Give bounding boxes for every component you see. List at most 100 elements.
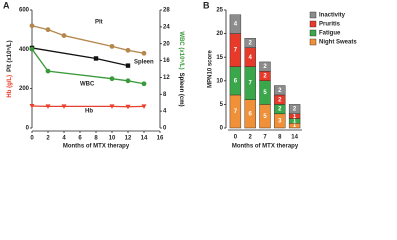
series-label: Spleen: [134, 60, 154, 66]
series-line: [31, 105, 145, 108]
value-label: 2: [263, 74, 267, 80]
y2-tick-label: 20: [163, 41, 170, 47]
value-label: 5: [263, 90, 267, 96]
value-label: 1: [293, 118, 297, 124]
y2-tick-label: 0: [163, 126, 167, 132]
series-label: WBC: [80, 82, 95, 88]
value-label: 6: [234, 78, 238, 84]
value-label: 7: [249, 81, 253, 87]
point: [141, 81, 147, 87]
x-tick-label: 8: [94, 136, 98, 142]
value-label: 2: [263, 64, 267, 70]
point: [125, 78, 131, 84]
legend-label: Pruritis: [319, 22, 341, 28]
x-tick-label: 7: [263, 135, 267, 141]
y-tick-label: 0: [26, 126, 30, 132]
point: [93, 56, 99, 61]
series-line: [31, 25, 145, 54]
y2-tick-label: 4: [163, 109, 167, 115]
y-tick-label: 200: [19, 86, 30, 92]
x-tick-label: 2: [46, 136, 50, 142]
x-axis-label: Months of MTX therapy: [232, 144, 299, 150]
point: [109, 104, 115, 109]
y-tick-label: 20: [216, 31, 223, 37]
x-tick-label: 10: [109, 136, 116, 142]
series-label: Plt: [95, 20, 103, 26]
legend-swatch: [309, 29, 317, 37]
bar-segment: [274, 85, 286, 96]
y2-tick-label: 24: [163, 24, 170, 30]
value-label: 2: [293, 107, 297, 113]
point: [125, 63, 131, 68]
panel-label: A: [3, 0, 10, 10]
x-tick-label: 0: [234, 135, 238, 141]
y-axis-label: Hb (g/L) Plt (x10⁹/L): [7, 40, 13, 97]
value-label: 4: [234, 22, 238, 28]
value-label: 5: [263, 114, 267, 120]
y-tick-label: 0: [220, 126, 224, 132]
y2-axis-label-part: Spleen (cm): [178, 73, 184, 107]
value-label: 1: [293, 114, 297, 120]
value-label: 2: [278, 97, 282, 103]
point: [141, 50, 147, 56]
y2-axis-label-part: WBC (x10⁹/L): [178, 31, 184, 69]
value-label: 3: [278, 118, 282, 124]
y-tick-label: 15: [216, 55, 223, 61]
legend-swatch: [309, 38, 317, 46]
value-label: 7: [234, 109, 238, 115]
value-label: 6: [249, 111, 253, 117]
x-tick-label: 6: [78, 136, 82, 142]
x-tick-label: 14: [141, 136, 148, 142]
bar-segment: [229, 14, 242, 34]
point: [141, 104, 147, 109]
bar-segment: [259, 61, 271, 72]
x-tick-label: 12: [125, 136, 132, 142]
point: [45, 104, 51, 109]
legend-label: Inactivity: [319, 13, 346, 19]
y2-axis-label: WBC (x10⁹/L) Spleen (cm): [178, 31, 184, 106]
x-tick-label: 8: [278, 135, 282, 141]
y-tick-label: 5: [220, 102, 224, 108]
point: [125, 104, 131, 110]
legend-swatch: [309, 20, 317, 28]
y-tick-label: 400: [19, 47, 30, 53]
value-label: 7: [234, 48, 238, 54]
point: [61, 33, 67, 38]
y2-tick-label: 28: [163, 8, 170, 14]
series-label: Hb: [85, 109, 93, 115]
value-label: 2: [278, 107, 282, 113]
point: [125, 47, 131, 53]
x-tick-label: 4: [62, 136, 66, 142]
point: [45, 27, 51, 33]
value-label: 4: [249, 55, 253, 61]
x-tick-label: 0: [30, 136, 34, 142]
point: [109, 76, 115, 82]
y2-tick-label: 12: [163, 75, 170, 81]
y-axis-label-part: Hb (g/L): [7, 75, 13, 98]
y-tick-label: 10: [216, 78, 223, 84]
y-tick-label: 25: [216, 8, 223, 14]
y-axis-label-part: Plt (x10⁹/L): [7, 40, 13, 72]
legend-swatch: [309, 11, 317, 19]
x-tick-label: 14: [291, 135, 298, 141]
bar-segment: [244, 38, 256, 48]
x-tick-label: 2: [249, 135, 253, 141]
bar-segment: [288, 104, 301, 115]
x-tick-label: 16: [157, 136, 164, 142]
point: [29, 23, 35, 29]
panel-label: B: [203, 0, 210, 10]
legend-label: Night Sweats: [319, 40, 357, 46]
y2-tick-label: 16: [163, 58, 170, 64]
point: [29, 103, 35, 109]
y-tick-label: 600: [19, 8, 30, 14]
point: [45, 68, 51, 74]
value-label: 1: [293, 123, 297, 129]
legend-label: Fatigue: [319, 31, 341, 37]
x-axis-label: Months of MTX therapy: [63, 144, 130, 150]
point: [29, 46, 35, 52]
series-line: [31, 47, 129, 67]
point: [109, 43, 115, 49]
value-label: 2: [249, 41, 253, 47]
y2-tick-label: 8: [163, 92, 167, 98]
